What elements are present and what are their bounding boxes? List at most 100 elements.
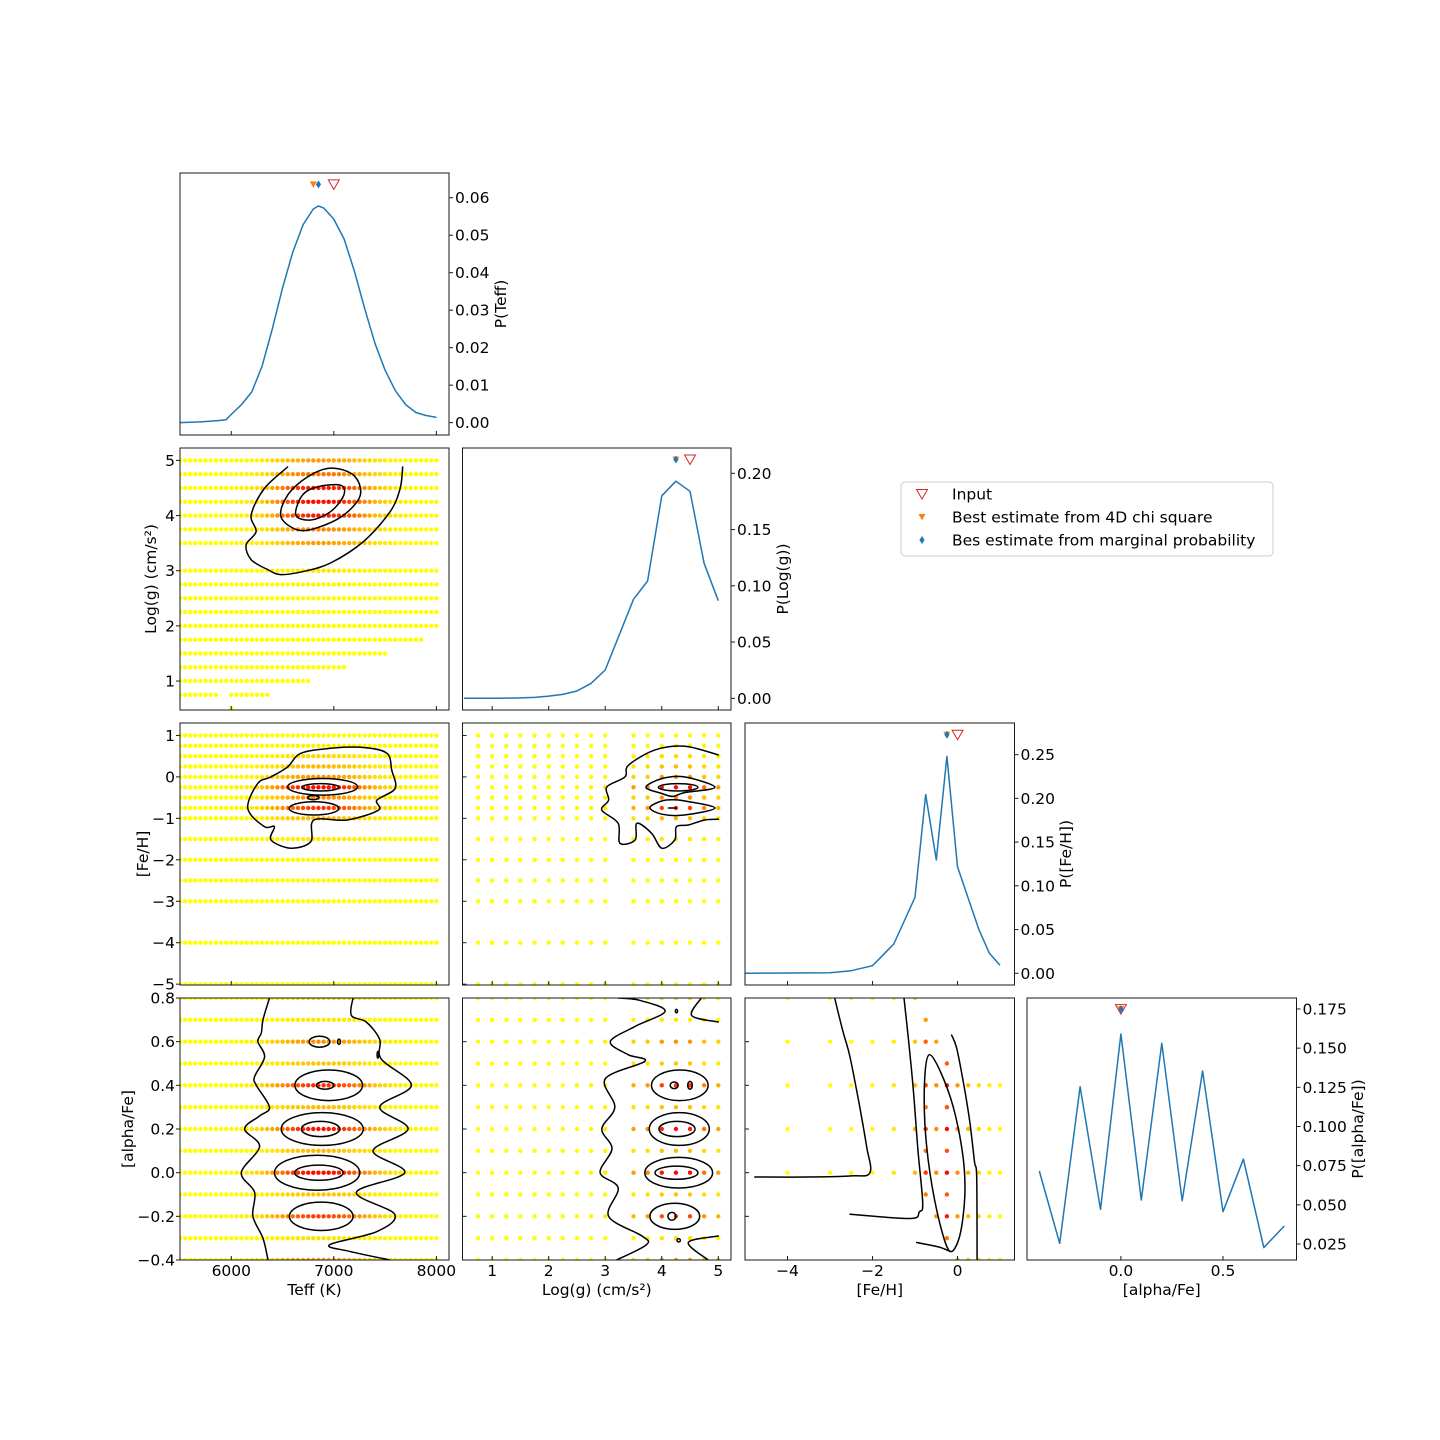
scatter-point <box>490 754 495 759</box>
scatter-point <box>223 764 229 769</box>
marginal-panel-feh: 0.000.050.100.150.200.25P([Fe/H]) <box>744 722 1075 986</box>
scatter-point <box>403 1061 408 1066</box>
scatter-point <box>300 623 306 629</box>
scatter-point <box>429 1192 434 1197</box>
scatter-point <box>280 637 285 642</box>
legend-label-input: Input <box>952 486 992 504</box>
scatter-point <box>208 1214 213 1219</box>
scatter-point <box>244 568 249 573</box>
scatter-point <box>280 878 285 883</box>
contour-line <box>599 998 666 1260</box>
scatter-point <box>326 1192 331 1197</box>
scatter-point <box>475 764 481 769</box>
y-tick-label: 0.175 <box>1303 1001 1347 1019</box>
scatter-point <box>631 1192 636 1197</box>
scatter-point <box>203 458 208 463</box>
scatter-point <box>300 582 306 587</box>
scatter-point <box>631 1214 636 1219</box>
scatter-point <box>413 982 419 985</box>
scatter-point <box>193 1257 198 1260</box>
scatter-point <box>326 582 331 587</box>
scatter-point <box>377 982 383 985</box>
y-tick-label: 4 <box>165 507 175 525</box>
scatter-point <box>300 878 306 883</box>
scatter-point <box>182 899 188 904</box>
scatter-point <box>475 733 481 738</box>
scatter-point <box>229 1105 234 1110</box>
scatter-point <box>208 899 213 904</box>
scatter-point <box>290 1083 295 1088</box>
scatter-point <box>300 998 306 1001</box>
scatter-point <box>290 678 295 684</box>
scatter-points <box>180 733 439 985</box>
scatter-point <box>518 899 523 904</box>
scatter-point <box>280 816 285 821</box>
scatter-point <box>300 1105 306 1110</box>
scatter-point <box>413 764 419 769</box>
scatter-point <box>203 1148 208 1154</box>
scatter-point <box>259 458 265 463</box>
scatter-point <box>239 1017 244 1022</box>
scatter-point <box>574 785 580 790</box>
scatter-point <box>326 1148 331 1154</box>
scatter-point <box>311 878 316 883</box>
scatter-point <box>701 1126 707 1132</box>
scatter-point <box>331 540 336 546</box>
scatter-point <box>193 816 198 821</box>
scatter-point <box>223 1257 229 1260</box>
scatter-point <box>388 1214 393 1219</box>
scatter-point <box>234 878 239 883</box>
scatter-point <box>188 1236 193 1241</box>
scatter-point <box>180 1061 183 1066</box>
scatter-point <box>408 1017 413 1022</box>
scatter-point <box>574 795 580 800</box>
scatter-point <box>311 1236 316 1241</box>
scatter-point <box>377 1017 383 1022</box>
scatter-point <box>631 754 636 759</box>
scatter-point <box>229 1061 234 1066</box>
scatter-point <box>603 795 608 800</box>
scatter-point <box>254 1126 260 1132</box>
scatter-point <box>403 596 408 601</box>
scatter-point <box>208 678 213 684</box>
scatter-point <box>490 774 495 780</box>
scatter-point <box>372 805 378 811</box>
scatter-point <box>259 651 265 656</box>
scatter-point <box>208 785 213 790</box>
scatter-point <box>295 733 301 738</box>
scatter-point <box>546 1192 551 1197</box>
scatter-point <box>244 637 249 642</box>
y-axis-label: P(Teff) <box>492 280 510 329</box>
contour-line <box>950 1034 978 1260</box>
scatter-points <box>475 733 721 985</box>
scatter-point <box>423 485 429 491</box>
scatter-point <box>357 836 362 842</box>
y-axis-label: Log(g) (cm/s²) <box>142 524 160 634</box>
scatter-point <box>275 733 280 738</box>
scatter-point <box>372 754 378 759</box>
scatter-point <box>213 678 219 684</box>
scatter-point <box>382 582 388 587</box>
y-tick-label: 0.04 <box>455 264 490 282</box>
scatter-point <box>218 1083 224 1088</box>
scatter-point <box>180 940 183 945</box>
scatter-point <box>367 982 372 985</box>
scatter-point <box>588 1214 594 1219</box>
scatter-point <box>239 458 244 463</box>
scatter-point <box>413 857 419 862</box>
scatter-point <box>475 1148 481 1154</box>
scatter-point <box>701 805 707 811</box>
scatter-point <box>701 1170 707 1175</box>
scatter-point <box>203 836 208 842</box>
legend-entry-input: Input <box>915 486 992 504</box>
scatter-point <box>295 816 301 821</box>
scatter-point <box>434 998 439 1001</box>
scatter-point <box>367 878 372 883</box>
scatter-point <box>285 940 290 945</box>
scatter-point <box>377 785 383 790</box>
y-tick-label: 0.00 <box>455 414 490 432</box>
scatter-point <box>701 743 707 748</box>
scatter-point <box>429 1126 434 1132</box>
scatter-point <box>244 878 249 883</box>
scatter-point <box>311 754 316 759</box>
